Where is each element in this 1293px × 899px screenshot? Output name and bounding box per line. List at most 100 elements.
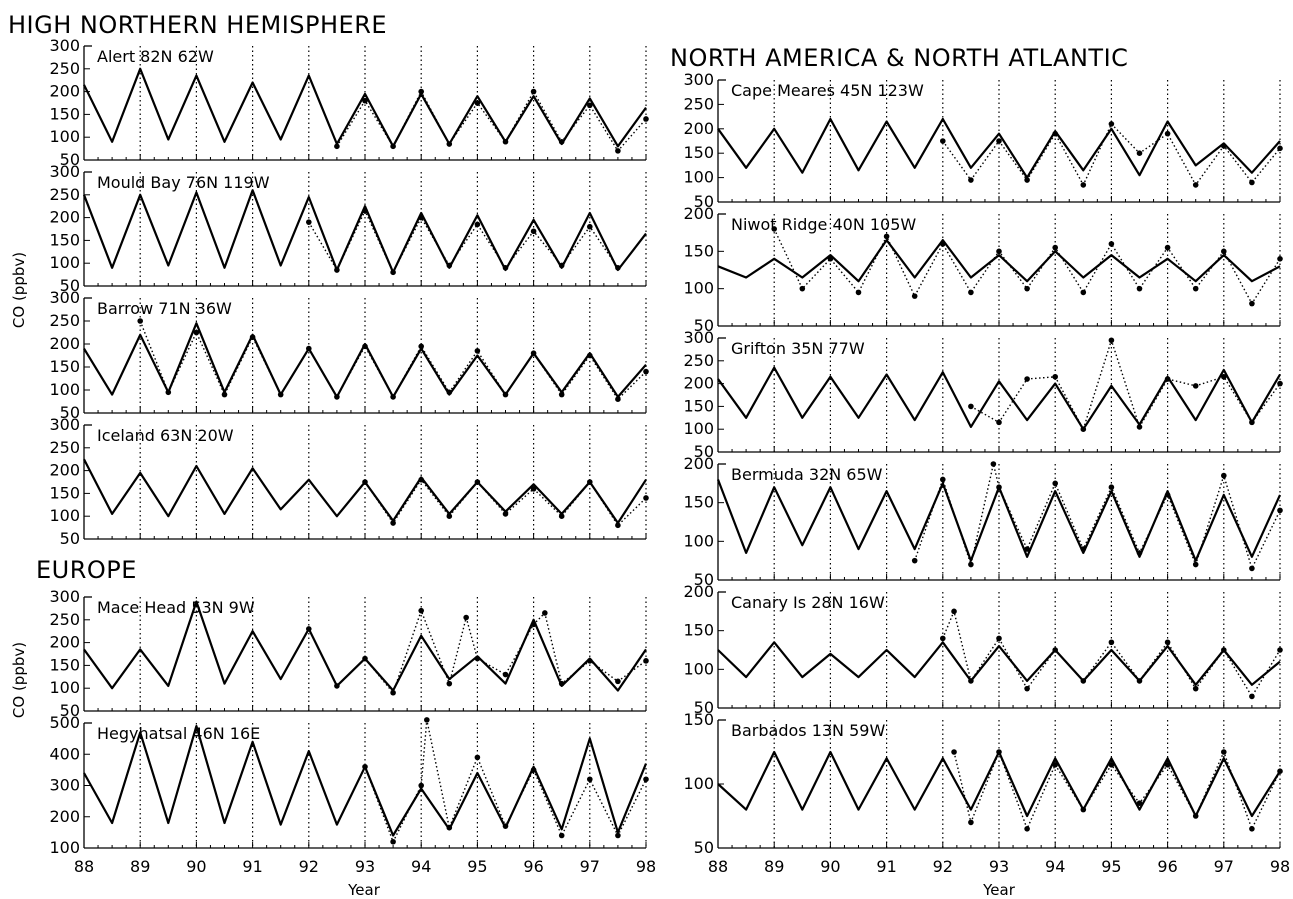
station-label-grifton: Grifton 35N 77W [731,339,865,358]
panel-grifton: 300 250 200 150 100 50 Grifton 35N 77W [683,328,1283,461]
x-axis-label-left: Year [347,881,381,899]
observation-point [996,635,1002,642]
observation-point [362,655,368,662]
y-tick-label: 300 [49,776,80,795]
observation-point [418,782,425,789]
observation-point [1221,472,1227,479]
observation-point [362,343,368,350]
observation-point [1164,244,1171,251]
y-tick-label: 200 [683,204,714,223]
observation-point [277,391,284,398]
observation-point [530,767,537,773]
observation-point [951,608,957,615]
observation-point [968,819,974,826]
observation-point [940,635,946,642]
observation-point [530,88,537,95]
observation-point [968,289,974,296]
observation-point [1052,762,1058,768]
y-tick-label: 250 [49,59,80,78]
panel-hegyhatsal: 500 400 300 200 100 Hegyhatsal 46N 16E 88 89 90 9… [49,713,656,876]
y-tick-label: 300 [683,70,714,89]
panel-canary-is: 200 150 100 50 Canary Is 28N 16W [683,582,1283,717]
observation-point [1108,639,1115,646]
series-model-line [82,189,647,274]
series-observations-line [139,320,647,401]
observation-point [587,479,593,485]
y-tick-label: 200 [683,454,714,473]
observation-point [1080,182,1087,188]
y-tick-label: 50 [694,316,714,335]
observation-point [940,138,946,144]
observation-point [1249,693,1255,700]
observation-point [249,334,256,340]
observation-point [1080,678,1087,684]
observation-point [643,368,649,375]
y-tick-label: 50 [694,570,714,589]
y-tick-label: 50 [694,838,714,857]
observation-point [1164,130,1171,137]
observation-point [1080,546,1087,552]
observation-point [940,241,946,247]
observation-point [1108,241,1115,247]
y-tick-label: 250 [49,185,80,204]
y-tick-label: 50 [694,698,714,717]
series-observations-line [308,209,619,274]
x-tick-label: 89 [764,857,784,876]
y-tick-label: 200 [683,374,714,393]
observation-point [1192,813,1199,819]
y-tick-label: 250 [683,351,714,370]
y-tick-label: 150 [683,710,714,729]
x-tick-label: 97 [1214,857,1234,876]
observation-point [1192,285,1199,292]
observation-point [390,689,396,696]
observation-point [418,343,425,350]
observation-point [502,671,509,678]
observation-point [1024,177,1030,183]
observation-point [1192,685,1199,692]
observation-point [558,680,565,687]
y-tick-label: 50 [60,276,80,295]
y-tick-label: 100 [49,678,80,697]
y-tick-label: 300 [49,162,80,181]
y-tick-label: 150 [49,483,80,502]
observation-point [306,219,312,225]
observation-point [911,293,918,299]
station-label-iceland: Iceland 63N 20W [97,426,234,445]
observation-point [306,345,312,352]
observation-point [615,522,621,529]
observation-point [587,776,593,783]
series-observations-line [364,719,647,844]
observation-point [643,495,649,501]
series-observations-line [970,338,1281,431]
x-tick-label: 93 [989,857,1009,876]
y-tick-label: 100 [49,838,80,857]
observation-point [530,621,537,628]
x-tick-label: 91 [876,857,896,876]
observation-point [996,419,1002,426]
x-tick-label: 97 [580,857,600,876]
observation-point [968,403,974,410]
x-tick-label: 91 [242,857,262,876]
observation-point [362,479,368,485]
observation-point [587,223,593,230]
station-label-barrow: Barrow 71N 36W [97,299,232,318]
y-tick-label: 300 [49,36,80,55]
series-model-line [717,366,1281,431]
series-model-line [83,67,647,148]
y-tick-label: 250 [49,438,80,457]
observation-point [1080,806,1087,813]
observation-point [827,255,834,262]
y-tick-label: 100 [683,279,714,298]
x-tick-label: 90 [820,857,840,876]
y-axis-label-upper: CO (ppbv) [10,252,28,328]
station-label-alert: Alert 82N 62W [97,47,214,66]
observation-point [968,678,974,684]
x-tick-label: 95 [1101,857,1121,876]
observation-point [1277,255,1283,262]
observation-point [1136,424,1143,430]
observation-point [1192,561,1199,568]
observation-point [418,476,425,483]
station-label-canary-is: Canary Is 28N 16W [731,593,885,612]
observation-point [502,823,509,829]
observation-point [502,264,509,271]
